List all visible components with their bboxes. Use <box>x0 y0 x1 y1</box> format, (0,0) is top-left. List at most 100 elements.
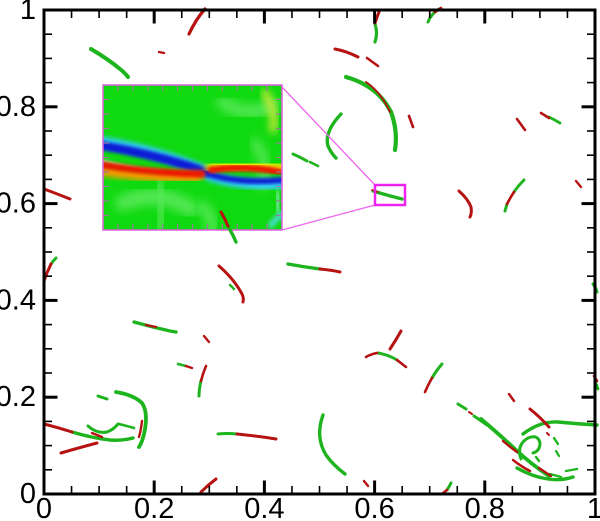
green-filament <box>197 379 203 398</box>
red-filament <box>365 56 380 68</box>
red-filament <box>365 81 391 113</box>
red-filament <box>199 364 208 383</box>
green-filament <box>512 178 526 194</box>
red-filament <box>407 114 415 129</box>
red-filament <box>137 419 144 439</box>
inset-contour-band <box>205 171 282 185</box>
green-filament <box>96 394 109 401</box>
x-tick-label: 1 <box>587 493 600 521</box>
green-filament <box>456 402 468 411</box>
green-filament <box>216 432 239 436</box>
red-filament <box>468 411 473 415</box>
green-filament <box>554 449 561 458</box>
green-filament <box>86 422 120 434</box>
inset-contour-band <box>197 201 218 230</box>
x-tick-label: 0 <box>36 493 52 521</box>
red-filament <box>515 117 527 132</box>
green-filament <box>228 283 236 291</box>
red-filament <box>537 466 553 478</box>
red-filament <box>364 351 379 359</box>
red-filament <box>457 189 473 219</box>
axes <box>42 8 597 496</box>
green-filament <box>70 430 135 442</box>
red-filament <box>42 422 74 434</box>
red-filament <box>501 439 519 454</box>
red-filament <box>539 111 551 120</box>
red-filament <box>546 432 550 436</box>
inset-contour-band <box>154 178 167 230</box>
red-filament <box>184 364 194 370</box>
green-filament <box>286 262 322 271</box>
inset-contour <box>102 84 283 231</box>
red-filament <box>362 479 370 488</box>
red-filament <box>505 190 516 206</box>
red-filament <box>528 407 551 429</box>
y-tick-label: 0 <box>20 478 36 510</box>
zoom-region-box <box>373 183 407 207</box>
green-filament <box>430 362 444 380</box>
y-tick-label: 0.6 <box>0 188 36 220</box>
green-filament <box>89 47 130 79</box>
green-filament <box>518 435 542 461</box>
inset-border <box>102 84 283 231</box>
green-filament <box>376 351 399 362</box>
red-filament <box>187 7 207 36</box>
y-tick-label: 0.8 <box>0 91 36 123</box>
y-tick-label: 1 <box>20 0 36 26</box>
green-filament <box>291 152 309 163</box>
red-filament <box>219 210 230 228</box>
x-tick-label: 0.2 <box>134 493 174 521</box>
green-filament <box>552 436 560 446</box>
red-filament <box>574 179 583 189</box>
red-filament <box>217 264 245 304</box>
inset-contour-band <box>274 190 282 214</box>
red-filament <box>202 334 211 344</box>
green-filament <box>521 420 599 436</box>
inset-zoom-view <box>102 84 283 231</box>
x-tick-label: 0.8 <box>465 493 505 521</box>
x-tick-label: 0.4 <box>244 493 284 521</box>
inset-contour-band <box>103 161 206 178</box>
red-filament <box>59 441 99 455</box>
green-filament <box>534 455 541 463</box>
inset-contour-band <box>207 164 282 176</box>
y-tick-label: 0.4 <box>0 284 36 316</box>
y-tick-label: 0.2 <box>0 381 36 413</box>
red-filament <box>157 50 166 55</box>
red-filament <box>507 392 516 403</box>
red-filament <box>318 267 342 274</box>
red-filament <box>199 477 218 494</box>
callout <box>281 86 407 231</box>
green-filament <box>176 362 188 368</box>
green-filament <box>547 115 562 125</box>
green-filament <box>117 422 136 430</box>
inset-contour-band <box>103 141 211 177</box>
inset-contour-band <box>261 89 278 133</box>
callout-line <box>281 204 376 231</box>
red-filament <box>333 47 360 59</box>
red-filament <box>423 376 434 394</box>
red-filament <box>42 187 72 201</box>
green-filament <box>114 390 148 449</box>
red-filament <box>388 329 403 351</box>
green-filament <box>308 160 320 168</box>
green-filament <box>343 74 398 153</box>
red-filament <box>511 458 532 473</box>
filaments-layer <box>42 6 600 495</box>
red-filament <box>90 431 104 439</box>
red-filament <box>235 432 278 441</box>
green-filament <box>564 467 579 473</box>
green-filament <box>317 413 347 476</box>
green-filament <box>226 224 238 244</box>
green-filament <box>515 466 575 482</box>
callout-line <box>281 86 376 186</box>
red-filament <box>395 358 408 369</box>
inset-contour-band <box>103 166 203 183</box>
green-filament <box>325 112 343 160</box>
plot-border <box>42 8 597 496</box>
red-filament <box>144 323 158 329</box>
green-filament <box>373 22 379 44</box>
